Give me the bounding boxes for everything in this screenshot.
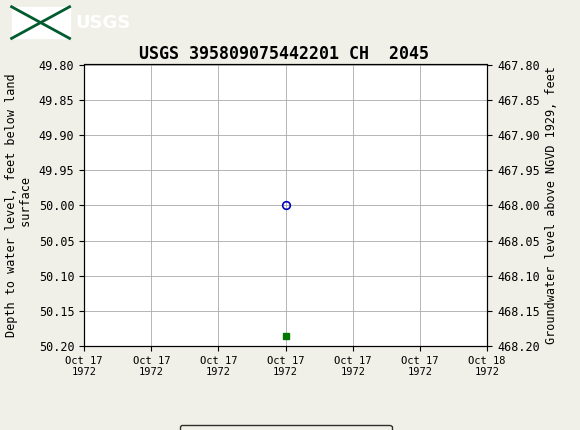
Text: USGS: USGS	[75, 14, 130, 31]
Legend: Period of approved data: Period of approved data	[180, 425, 392, 430]
Y-axis label: Groundwater level above NGVD 1929, feet: Groundwater level above NGVD 1929, feet	[545, 66, 558, 344]
Y-axis label: Depth to water level, feet below land
 surface: Depth to water level, feet below land su…	[5, 74, 33, 337]
Text: USGS 395809075442201 CH  2045: USGS 395809075442201 CH 2045	[139, 45, 429, 63]
